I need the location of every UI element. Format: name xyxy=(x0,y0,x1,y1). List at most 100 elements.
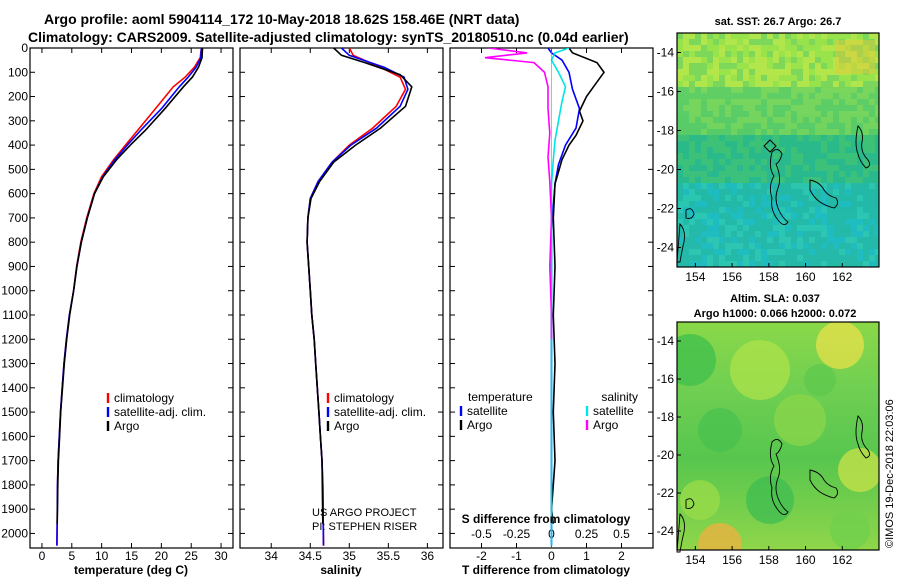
sst-cell xyxy=(767,177,773,183)
sst-cell xyxy=(803,111,809,117)
x-tick-label: 0 xyxy=(39,549,46,563)
sst-cell xyxy=(821,147,827,153)
sst-cell xyxy=(857,225,863,231)
sst-cell xyxy=(851,231,857,237)
sst-cell xyxy=(731,249,737,255)
map-x-tick-label: 154 xyxy=(685,270,705,284)
sst-cell xyxy=(689,111,695,117)
sst-cell xyxy=(725,111,731,117)
sla-anomaly-blob xyxy=(730,340,790,400)
sst-cell xyxy=(857,87,863,93)
sst-cell xyxy=(755,201,761,207)
sst-cell xyxy=(719,183,725,189)
sst-cell xyxy=(785,237,791,243)
sst-cell xyxy=(803,195,809,201)
sla-anomaly-blob xyxy=(830,510,870,550)
sst-cell xyxy=(719,81,725,87)
sst-cell xyxy=(743,147,749,153)
sst-cell xyxy=(827,141,833,147)
sst-cell xyxy=(827,177,833,183)
sst-cell xyxy=(815,93,821,99)
sla-anomaly-blob xyxy=(680,480,720,520)
y-tick-label: 900 xyxy=(8,259,28,273)
sst-cell xyxy=(677,171,683,177)
sst-cell xyxy=(839,87,845,93)
sst-cell xyxy=(701,81,707,87)
sst-cell xyxy=(695,33,701,39)
sst-cell xyxy=(719,93,725,99)
sst-cell xyxy=(737,219,743,225)
y-tick-label: 1400 xyxy=(1,381,28,395)
sst-cell xyxy=(851,255,857,261)
sst-cell xyxy=(719,159,725,165)
sst-cell xyxy=(815,81,821,87)
sst-cell xyxy=(755,225,761,231)
sst-cell xyxy=(869,57,875,63)
sst-cell xyxy=(857,51,863,57)
sst-cell xyxy=(737,231,743,237)
sst-cell xyxy=(791,219,797,225)
sst-cell xyxy=(821,33,827,39)
sst-cell xyxy=(809,75,815,81)
sst-cell xyxy=(761,255,767,261)
sst-cell xyxy=(749,159,755,165)
sst-cell xyxy=(827,147,833,153)
sst-cell xyxy=(785,183,791,189)
x-tick-label: 34 xyxy=(265,549,279,563)
sst-cell xyxy=(707,153,713,159)
sst-cell xyxy=(857,99,863,105)
sst-cell xyxy=(755,105,761,111)
sst-cell xyxy=(869,243,875,249)
sst-cell xyxy=(707,231,713,237)
sst-cell xyxy=(839,93,845,99)
sst-cell xyxy=(755,111,761,117)
sst-cell xyxy=(761,189,767,195)
sst-cell xyxy=(779,237,785,243)
sst-cell xyxy=(821,129,827,135)
sst-cell xyxy=(779,171,785,177)
sst-cell xyxy=(839,99,845,105)
sst-cell xyxy=(773,75,779,81)
sst-cell xyxy=(815,75,821,81)
sst-cell xyxy=(701,225,707,231)
coastline-outline xyxy=(769,149,789,225)
sst-cell xyxy=(809,111,815,117)
legend-heading-salinity: salinity xyxy=(601,390,638,404)
sst-cell xyxy=(683,99,689,105)
sst-cell xyxy=(713,195,719,201)
sst-cell xyxy=(743,63,749,69)
sst-cell xyxy=(875,111,879,117)
sst-cell xyxy=(827,183,833,189)
sst-cell xyxy=(701,33,707,39)
sst-cell xyxy=(725,105,731,111)
sst-cell xyxy=(845,189,851,195)
sst-cell xyxy=(701,219,707,225)
sst-cell xyxy=(701,213,707,219)
sst-cell xyxy=(689,183,695,189)
temperature-xlabel: temperature (deg C) xyxy=(74,563,188,577)
sst-cell xyxy=(845,225,851,231)
sst-cell xyxy=(875,81,879,87)
sst-cell xyxy=(833,93,839,99)
sst-cell xyxy=(803,105,809,111)
sst-cell xyxy=(791,255,797,261)
sst-cell xyxy=(689,243,695,249)
sst-cell xyxy=(767,93,773,99)
sst-cell xyxy=(803,207,809,213)
sla-anomaly-blob xyxy=(698,523,742,550)
sst-cell xyxy=(803,87,809,93)
sst-cell xyxy=(821,105,827,111)
sst-cell xyxy=(791,99,797,105)
sst-cell xyxy=(707,105,713,111)
sst-cell xyxy=(803,99,809,105)
sst-cell xyxy=(773,225,779,231)
map-x-tick-label: 162 xyxy=(832,553,852,567)
sst-cell xyxy=(743,249,749,255)
sst-cell xyxy=(749,105,755,111)
sst-cell xyxy=(689,213,695,219)
sst-cell xyxy=(767,165,773,171)
sst-cell xyxy=(833,87,839,93)
sst-cell xyxy=(785,45,791,51)
sst-cell xyxy=(839,105,845,111)
